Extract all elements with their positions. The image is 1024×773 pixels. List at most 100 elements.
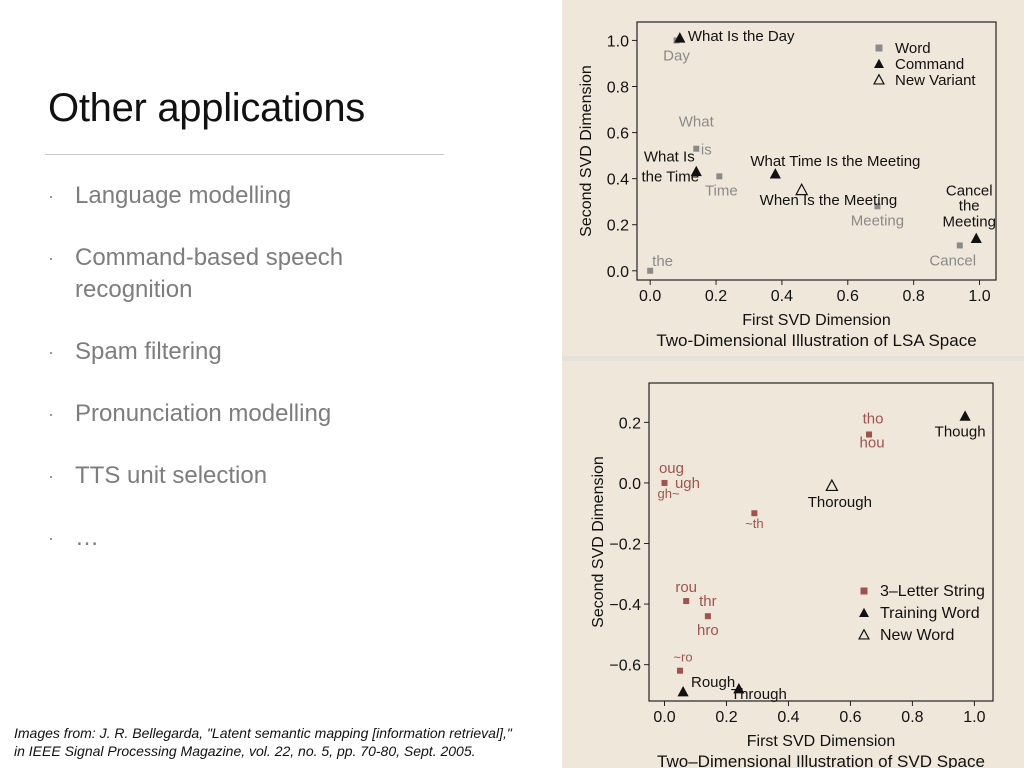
annotation-label: the Time (642, 169, 700, 186)
word-marker (693, 145, 700, 152)
x-tick-label: 0.6 (837, 288, 859, 305)
y-tick-label: −0.4 (609, 597, 641, 614)
x-tick-label: 0.4 (777, 709, 799, 726)
filled-triangle-marker (769, 168, 781, 179)
point-label: hou (860, 434, 885, 451)
legend-label: Training Word (880, 605, 980, 622)
word-marker (676, 667, 683, 674)
annotation-label: What Is (644, 149, 695, 166)
bullet-text: Spam filtering (75, 338, 222, 365)
x-tick-label: 0.0 (639, 288, 661, 305)
figure-divider (562, 356, 1024, 361)
point-label: Meeting (851, 212, 904, 229)
bullet-item: · Pronunciation modelling (48, 398, 448, 430)
filled-triangle-marker (690, 165, 702, 177)
point-label: gh~ (657, 486, 679, 501)
x-tick-label: 0.6 (839, 709, 861, 726)
legend-label: 3–Letter String (880, 583, 985, 600)
word-marker (647, 267, 654, 274)
point-label: Rough (691, 674, 735, 691)
filled-triangle-marker (970, 232, 982, 243)
plot-frame (648, 382, 994, 702)
bullet-text: Command-based speech recognition (75, 244, 344, 303)
legend-entry: New Word (858, 627, 954, 644)
annotation-label: oug (659, 460, 684, 477)
x-tick-label: 0.2 (705, 288, 727, 305)
word-marker (704, 613, 711, 620)
title-divider (45, 154, 444, 155)
filled-triangle-marker (733, 682, 745, 694)
point-label: ~th (745, 516, 763, 531)
legend-entry: New Variant (873, 72, 976, 89)
svd-space-chart: 0.0 0.2 0.4 0.6 0.8 1.0 −0.6 −0.4 −0.2 0.0 0.2 Firs… (590, 382, 994, 771)
x-axis-label: First SVD Dimension (747, 733, 895, 750)
legend-entry: Command (874, 56, 964, 73)
word-marker (683, 598, 690, 605)
series-word: the Day is Time Meeting Cancel (647, 37, 976, 274)
word-marker (860, 587, 868, 595)
bullet-dot-icon: · (48, 248, 54, 268)
x-tick-label: 0.4 (771, 288, 793, 305)
image-citation: Images from: J. R. Bellegarda, "Latent s… (14, 724, 512, 760)
series-new-word: Thorough (808, 478, 872, 511)
x-tick-label: 0.8 (903, 288, 925, 305)
y-axis-label: Second SVD Dimension (590, 456, 607, 628)
bullet-item: · TTS unit selection (48, 460, 448, 492)
word-marker (751, 510, 758, 517)
bullet-item: · Spam filtering (48, 336, 448, 368)
annotation-label: tho (863, 410, 884, 427)
y-tick-label: 0.2 (619, 415, 641, 432)
bullet-dot-icon: · (48, 528, 54, 548)
bullet-text: TTS unit selection (75, 462, 268, 489)
annotation-label: Meeting (943, 214, 996, 231)
slide-title: Other applications (48, 86, 366, 130)
point-label: rou (675, 579, 697, 596)
point-label: What Time Is the Meeting (750, 153, 920, 170)
bullet-dot-icon: · (48, 342, 54, 362)
word-marker (866, 431, 873, 438)
legend-label: New Variant (895, 72, 976, 89)
series-command: What Is the Day What Time Is the Meeting (674, 28, 982, 243)
legend-entry: 3–Letter String (860, 583, 985, 600)
word-marker (661, 479, 668, 486)
point-label: Day (663, 47, 690, 64)
point-label: When Is the Meeting (760, 192, 898, 209)
y-tick-label: 0.4 (607, 172, 629, 189)
x-tick-label: 0.8 (901, 709, 923, 726)
bullet-item: · Language modelling (48, 180, 448, 212)
plot-frame (636, 21, 997, 281)
annotation-label: What (679, 114, 715, 131)
point-label: the (652, 253, 673, 270)
lsa-space-figure: 0.0 0.2 0.4 0.6 0.8 1.0 0.0 0.2 0.4 0.6 0.8 1.0 Firs… (562, 0, 1024, 356)
legend-entry: Word (875, 40, 931, 57)
annotation-label: the (959, 198, 980, 215)
y-tick-label: −0.6 (609, 658, 641, 675)
bullet-dot-icon: · (48, 466, 54, 486)
point-label: ~ro (673, 650, 692, 665)
filled-triangle-marker (674, 32, 686, 43)
citation-line: in IEEE Signal Processing Magazine, vol.… (14, 743, 476, 759)
open-triangle-marker (873, 73, 885, 85)
svd-space-figure: 0.0 0.2 0.4 0.6 0.8 1.0 −0.6 −0.4 −0.2 0.0 0.2 Firs… (562, 361, 1024, 771)
annotation-label: Cancel (946, 183, 993, 200)
annotation-label: ugh (675, 475, 700, 492)
citation-line: Images from: J. R. Bellegarda, "Latent s… (14, 725, 512, 741)
annotation-label: thr (699, 593, 717, 610)
y-tick-label: −0.2 (609, 537, 641, 554)
series-new-variant: When Is the Meeting (760, 182, 898, 209)
word-marker (875, 44, 883, 52)
y-tick-label: 0.0 (607, 264, 629, 281)
filled-triangle-marker (959, 410, 971, 421)
point-label: Thorough (808, 494, 872, 511)
x-tick-label: 0.0 (653, 709, 675, 726)
bullet-text: Language modelling (75, 182, 292, 209)
x-tick-label: 0.2 (715, 709, 737, 726)
figure-panel (562, 0, 1024, 768)
point-label: is (701, 142, 712, 159)
filled-triangle-marker (677, 685, 689, 697)
lsa-space-chart: 0.0 0.2 0.4 0.6 0.8 1.0 0.0 0.2 0.4 0.6 0.8 1.0 Firs… (578, 21, 997, 350)
point-label: Time (705, 182, 738, 199)
y-tick-label: 0.6 (607, 126, 629, 143)
y-tick-label: 0.8 (607, 80, 629, 97)
